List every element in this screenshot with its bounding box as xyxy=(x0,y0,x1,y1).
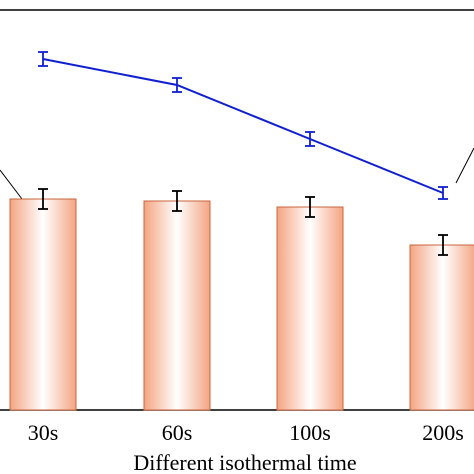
error-bar xyxy=(38,51,48,67)
error-bar xyxy=(305,131,315,147)
error-bar xyxy=(438,234,448,256)
bar-60s xyxy=(143,190,211,411)
x-tick-labels: 30s 60s 100s 200s xyxy=(28,420,464,445)
bar xyxy=(276,206,344,411)
bar xyxy=(409,244,474,411)
bar xyxy=(143,200,211,411)
bar-200s xyxy=(409,234,474,411)
error-bar xyxy=(305,196,315,218)
line-series xyxy=(38,51,448,200)
x-tick-label: 60s xyxy=(162,420,193,445)
bar-series xyxy=(9,188,474,411)
bar-leader-line xyxy=(0,169,23,200)
x-tick-label: 100s xyxy=(289,420,331,445)
leader-lines xyxy=(0,147,474,200)
bar-30s xyxy=(9,188,77,411)
error-bar xyxy=(438,186,448,200)
x-tick-label: 30s xyxy=(28,420,59,445)
x-axis-title: Different isothermal time xyxy=(133,450,356,474)
plot-frame xyxy=(0,9,474,411)
error-bar xyxy=(172,190,182,212)
bar-100s xyxy=(276,196,344,411)
series-line xyxy=(42,58,444,194)
error-bar xyxy=(38,188,48,210)
error-bar xyxy=(172,77,182,93)
line-leader-line xyxy=(455,147,474,184)
bar xyxy=(9,198,77,411)
x-tick-label: 200s xyxy=(422,420,464,445)
